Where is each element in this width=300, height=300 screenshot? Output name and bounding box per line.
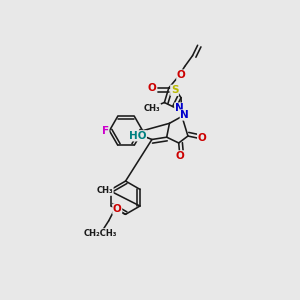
Text: O: O xyxy=(177,70,186,80)
Text: CH₃: CH₃ xyxy=(144,104,160,113)
Text: O: O xyxy=(198,133,206,143)
Text: CH₃: CH₃ xyxy=(97,186,113,195)
Text: S: S xyxy=(171,85,178,95)
Text: F: F xyxy=(102,126,109,136)
Text: CH₂CH₃: CH₂CH₃ xyxy=(83,229,117,238)
Text: O: O xyxy=(148,83,157,93)
Text: N: N xyxy=(180,110,189,120)
Text: HO: HO xyxy=(129,131,146,141)
Text: O: O xyxy=(113,204,122,214)
Text: N: N xyxy=(175,103,184,113)
Text: O: O xyxy=(175,151,184,161)
